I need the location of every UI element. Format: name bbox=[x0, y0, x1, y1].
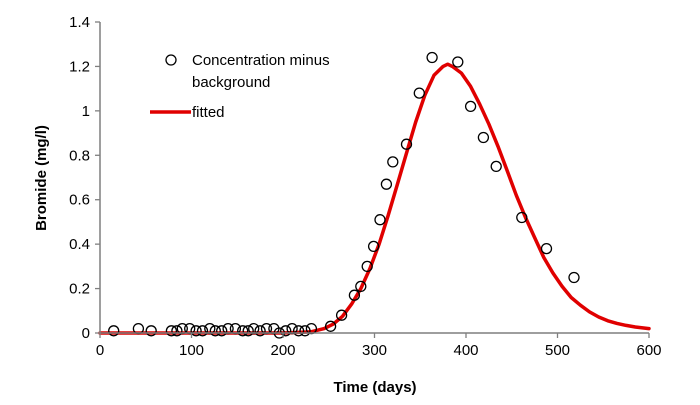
observed-points-series bbox=[108, 51, 580, 339]
data-point bbox=[324, 320, 337, 332]
fitted-curve-line bbox=[98, 62, 651, 335]
data-point bbox=[387, 156, 399, 168]
data-point bbox=[426, 51, 438, 64]
data-point bbox=[171, 325, 183, 337]
x-axis-ticks: 0 100 200 300 400 500 600 bbox=[96, 333, 662, 359]
data-point bbox=[196, 325, 209, 337]
data-point bbox=[242, 325, 254, 337]
data-point bbox=[413, 87, 425, 99]
legend: Concentration minus background fitted bbox=[150, 52, 330, 121]
data-point bbox=[348, 289, 361, 301]
data-point bbox=[237, 325, 249, 337]
data-point bbox=[477, 131, 490, 144]
y-tick-label: 0.6 bbox=[69, 192, 90, 209]
x-tick-label: 300 bbox=[362, 342, 387, 359]
axes bbox=[99, 22, 649, 334]
data-point bbox=[190, 325, 202, 337]
data-point bbox=[216, 325, 228, 337]
y-tick-label: 0.8 bbox=[69, 147, 90, 164]
data-point bbox=[490, 160, 502, 173]
x-tick-label: 600 bbox=[636, 342, 661, 359]
data-point bbox=[292, 325, 305, 337]
x-tick-label: 400 bbox=[453, 342, 478, 359]
data-point bbox=[452, 56, 464, 68]
data-point bbox=[299, 325, 311, 337]
y-axis-title: Bromide (mg/l) bbox=[33, 125, 50, 231]
data-point bbox=[400, 138, 413, 150]
x-axis-title: Time (days) bbox=[333, 379, 416, 396]
data-point bbox=[355, 280, 367, 293]
legend-label-concentration-line2: background bbox=[192, 74, 270, 91]
fitted-series bbox=[98, 62, 651, 335]
data-point bbox=[374, 214, 386, 226]
x-tick-label: 0 bbox=[96, 342, 104, 359]
y-tick-label: 1 bbox=[82, 103, 90, 120]
data-point bbox=[145, 325, 157, 337]
data-point bbox=[367, 240, 380, 253]
data-point bbox=[209, 325, 221, 337]
y-axis-ticks: 0 0.2 0.4 0.6 0.8 1 1.2 1.4 bbox=[69, 14, 100, 342]
x-tick-label: 200 bbox=[270, 342, 295, 359]
data-point bbox=[254, 325, 266, 337]
y-tick-label: 1.2 bbox=[69, 58, 90, 75]
data-point bbox=[380, 178, 393, 190]
legend-label-fitted: fitted bbox=[192, 104, 225, 121]
legend-label-concentration-line1: Concentration minus bbox=[192, 52, 330, 69]
legend-marker-circle bbox=[165, 54, 177, 66]
data-point bbox=[108, 325, 120, 337]
y-tick-label: 0.4 bbox=[69, 236, 90, 253]
data-point bbox=[335, 309, 348, 321]
y-tick-label: 0.2 bbox=[69, 281, 90, 298]
y-tick-label: 0 bbox=[82, 325, 90, 342]
data-point bbox=[165, 325, 178, 337]
data-point bbox=[361, 260, 373, 273]
data-point bbox=[516, 211, 528, 224]
x-tick-label: 100 bbox=[179, 342, 204, 359]
y-tick-label: 1.4 bbox=[69, 14, 90, 31]
data-point bbox=[280, 325, 292, 337]
data-point bbox=[540, 242, 553, 255]
x-tick-label: 500 bbox=[545, 342, 570, 359]
data-point bbox=[464, 100, 477, 113]
data-point bbox=[568, 271, 580, 284]
